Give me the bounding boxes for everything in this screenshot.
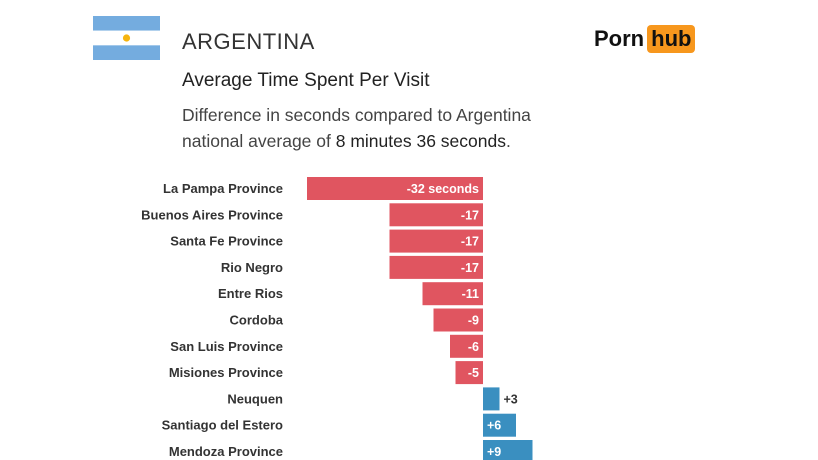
bar-negative (450, 334, 483, 358)
bar-negative (389, 255, 483, 279)
subtitle-line-2: national average of 8 minutes 36 seconds… (182, 128, 602, 154)
category-label: San Luis Province (170, 339, 283, 354)
bar-negative (433, 308, 483, 332)
bar-positive (483, 440, 533, 460)
value-label: -6 (468, 340, 479, 354)
bar-negative (422, 282, 483, 306)
value-label: +3 (504, 392, 518, 406)
bar-negative (389, 203, 483, 227)
category-label: Buenos Aires Province (141, 207, 283, 222)
bar-negative (389, 229, 483, 253)
brand-logo: Porn hub (594, 24, 696, 54)
bar-negative (307, 177, 483, 200)
category-label: Cordoba (230, 313, 284, 328)
subtitle-line-1: Difference in seconds compared to Argent… (182, 105, 531, 125)
value-label: -32 seconds (407, 182, 479, 196)
country-name: ARGENTINA (182, 29, 315, 54)
category-label: Entre Rios (218, 286, 283, 301)
value-label: -17 (461, 235, 479, 249)
subtitle-line-2-post: . (505, 131, 511, 151)
category-label: Neuquen (227, 391, 283, 406)
flag-stripe-top (93, 16, 160, 31)
value-label: -17 (461, 261, 479, 275)
bar-positive (483, 413, 516, 437)
value-label: -11 (462, 287, 479, 301)
logo-text-part2: hub (647, 25, 696, 53)
value-label: -17 (461, 208, 479, 222)
national-average-value: 8 minutes 36 seconds (335, 131, 506, 151)
flag-sun (122, 34, 131, 42)
category-label: Santa Fe Province (170, 234, 283, 249)
flag-stripe-bottom (93, 45, 160, 60)
category-label: Santiago del Estero (162, 418, 283, 433)
value-label: +9 (487, 445, 501, 459)
value-label: +6 (487, 419, 501, 433)
bar-positive (483, 387, 500, 411)
category-label: Misiones Province (169, 365, 283, 380)
bar-negative (455, 361, 483, 385)
argentina-flag-icon (93, 16, 160, 60)
category-label: La Pampa Province (163, 181, 283, 196)
chart-title: Average Time Spent Per Visit (182, 70, 430, 91)
chart-subtitle: Difference in seconds compared to Argent… (182, 102, 602, 154)
category-label: Rio Negro (221, 260, 283, 275)
logo-text-part1: Porn (594, 26, 645, 51)
value-label: -9 (468, 314, 479, 328)
subtitle-line-2-pre: national average of (182, 131, 336, 151)
value-label: -5 (468, 366, 479, 380)
category-label: Mendoza Province (169, 444, 283, 459)
